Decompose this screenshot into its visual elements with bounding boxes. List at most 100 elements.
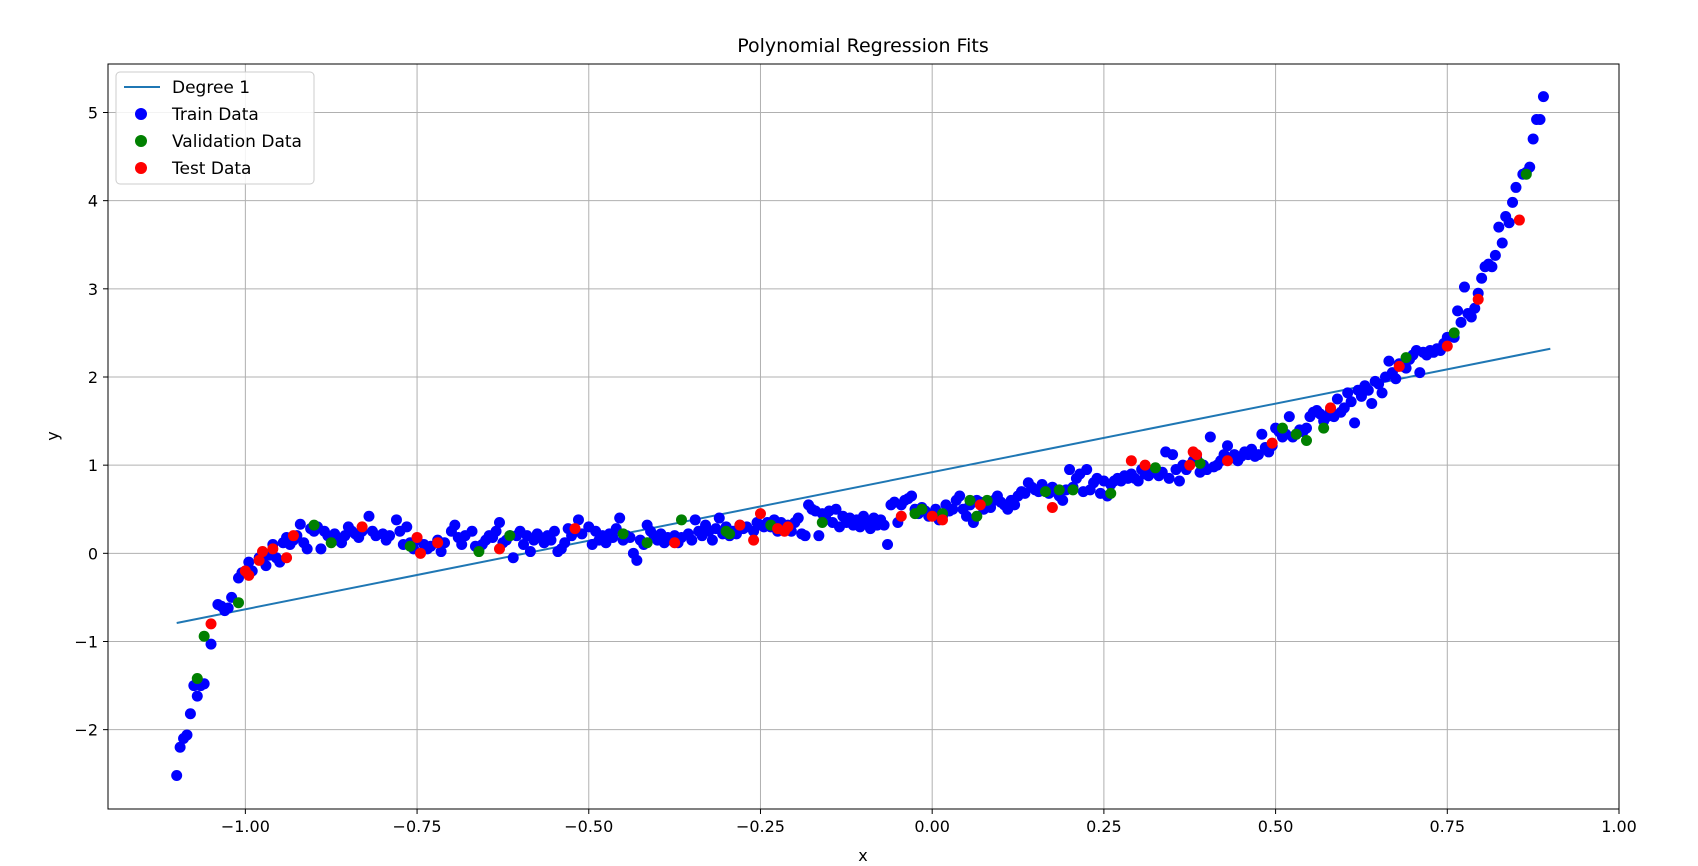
test-data-point (1441, 340, 1453, 352)
train-data-point (792, 512, 804, 524)
test-data-point (1046, 501, 1058, 513)
train-data-point (1362, 384, 1374, 396)
train-data-point (1383, 355, 1395, 367)
test-data-point (782, 521, 794, 533)
train-data-point (1527, 133, 1539, 145)
test-data-point (411, 531, 423, 543)
test-data-point (356, 521, 368, 533)
y-axis-label: y (43, 431, 62, 440)
test-data-point (1125, 455, 1137, 467)
train-data-point (435, 546, 447, 558)
train-data-point (363, 510, 375, 522)
fit-line-layer (176, 347, 1551, 624)
validation-data-point (1290, 428, 1302, 440)
train-data-point (490, 525, 502, 537)
y-tick-label: −2 (74, 721, 98, 740)
test-data-point (926, 510, 938, 522)
train-data-point (1469, 302, 1481, 314)
legend: Degree 1 Train Data Validation Data Test… (115, 71, 315, 185)
train-data-point (686, 534, 698, 546)
train-data-point (1503, 217, 1515, 229)
validation-data-point (1300, 434, 1312, 446)
train-data-point (1349, 417, 1361, 429)
y-tick-label: 2 (88, 368, 98, 387)
train-data-point (1493, 221, 1505, 233)
train-data-point (1507, 196, 1519, 208)
test-data-point (432, 537, 444, 549)
test-data-point (1266, 437, 1278, 449)
train-data-point (545, 534, 557, 546)
validation-data-point (816, 516, 828, 528)
train-data-point (906, 490, 918, 502)
validation-data-point (1318, 422, 1330, 434)
train-data-point (390, 514, 402, 526)
test-data-point (257, 546, 269, 558)
validation-data-point (641, 537, 653, 549)
legend-label-train: Train Data (171, 105, 259, 125)
validation-data-point (504, 530, 516, 542)
y-tick-label: 5 (88, 103, 98, 122)
test-data-point (895, 510, 907, 522)
validation-data-points (191, 168, 1532, 685)
train-data-point (205, 638, 217, 650)
y-tick-label: 0 (88, 544, 98, 563)
train-data-point (1163, 472, 1175, 484)
test-data-point (1393, 360, 1405, 372)
legend-label-validation: Validation Data (172, 132, 302, 152)
x-axis-label: x (858, 846, 867, 865)
train-data-point (1081, 464, 1093, 476)
legend-box (115, 71, 315, 185)
train-data-point (1222, 440, 1234, 452)
train-data-point (384, 530, 396, 542)
test-data-point (205, 618, 217, 630)
y-axis-ticks: −2 −1 0 1 2 3 4 5 (74, 103, 108, 740)
train-data-point (689, 514, 701, 526)
train-data-point (1132, 475, 1144, 487)
train-data-point (1486, 261, 1498, 273)
train-data-point (1331, 393, 1343, 405)
validation-data-point (724, 528, 736, 540)
x-axis-ticks: −1.00 −0.75 −0.50 −0.25 0.00 0.25 0.50 0.75 1.00 (221, 809, 1637, 836)
validation-data-point (232, 597, 244, 609)
legend-marker-test (135, 162, 147, 174)
train-data-point (1476, 272, 1488, 284)
train-data-point (882, 539, 894, 551)
test-data-point (253, 554, 265, 566)
train-data-point (1064, 464, 1076, 476)
legend-marker-train (135, 108, 147, 120)
train-data-point (171, 769, 183, 781)
train-data-point (1373, 378, 1385, 390)
train-data-point (1452, 305, 1464, 317)
validation-data-point (1053, 484, 1065, 496)
validation-data-point (473, 546, 485, 558)
train-data-point (222, 602, 234, 614)
x-tick-label: −1.00 (221, 817, 270, 836)
chart-title: Polynomial Regression Fits (737, 35, 988, 57)
train-data-point (830, 503, 842, 515)
x-tick-label: 0.00 (914, 817, 950, 836)
train-data-point (1510, 181, 1522, 193)
train-data-point (607, 531, 619, 543)
validation-data-point (1040, 486, 1052, 498)
validation-data-point (198, 630, 210, 642)
validation-data-point (325, 537, 337, 549)
test-data-point (974, 499, 986, 511)
train-data-point (191, 690, 203, 702)
train-data-point (1534, 114, 1546, 126)
train-data-point (1376, 387, 1388, 399)
train-data-point (799, 530, 811, 542)
x-tick-label: 0.25 (1086, 817, 1122, 836)
test-data-point (281, 552, 293, 564)
train-data-point (1300, 422, 1312, 434)
train-data-point (518, 539, 530, 551)
train-data-point (1455, 316, 1467, 328)
x-tick-label: −0.25 (736, 817, 785, 836)
train-data-point (315, 543, 327, 555)
validation-data-point (916, 503, 928, 515)
x-tick-label: −0.50 (564, 817, 613, 836)
y-tick-label: −1 (74, 632, 98, 651)
train-data-point (1283, 411, 1295, 423)
validation-data-point (404, 540, 416, 552)
train-data-point (401, 521, 413, 533)
train-data-point (493, 516, 505, 528)
